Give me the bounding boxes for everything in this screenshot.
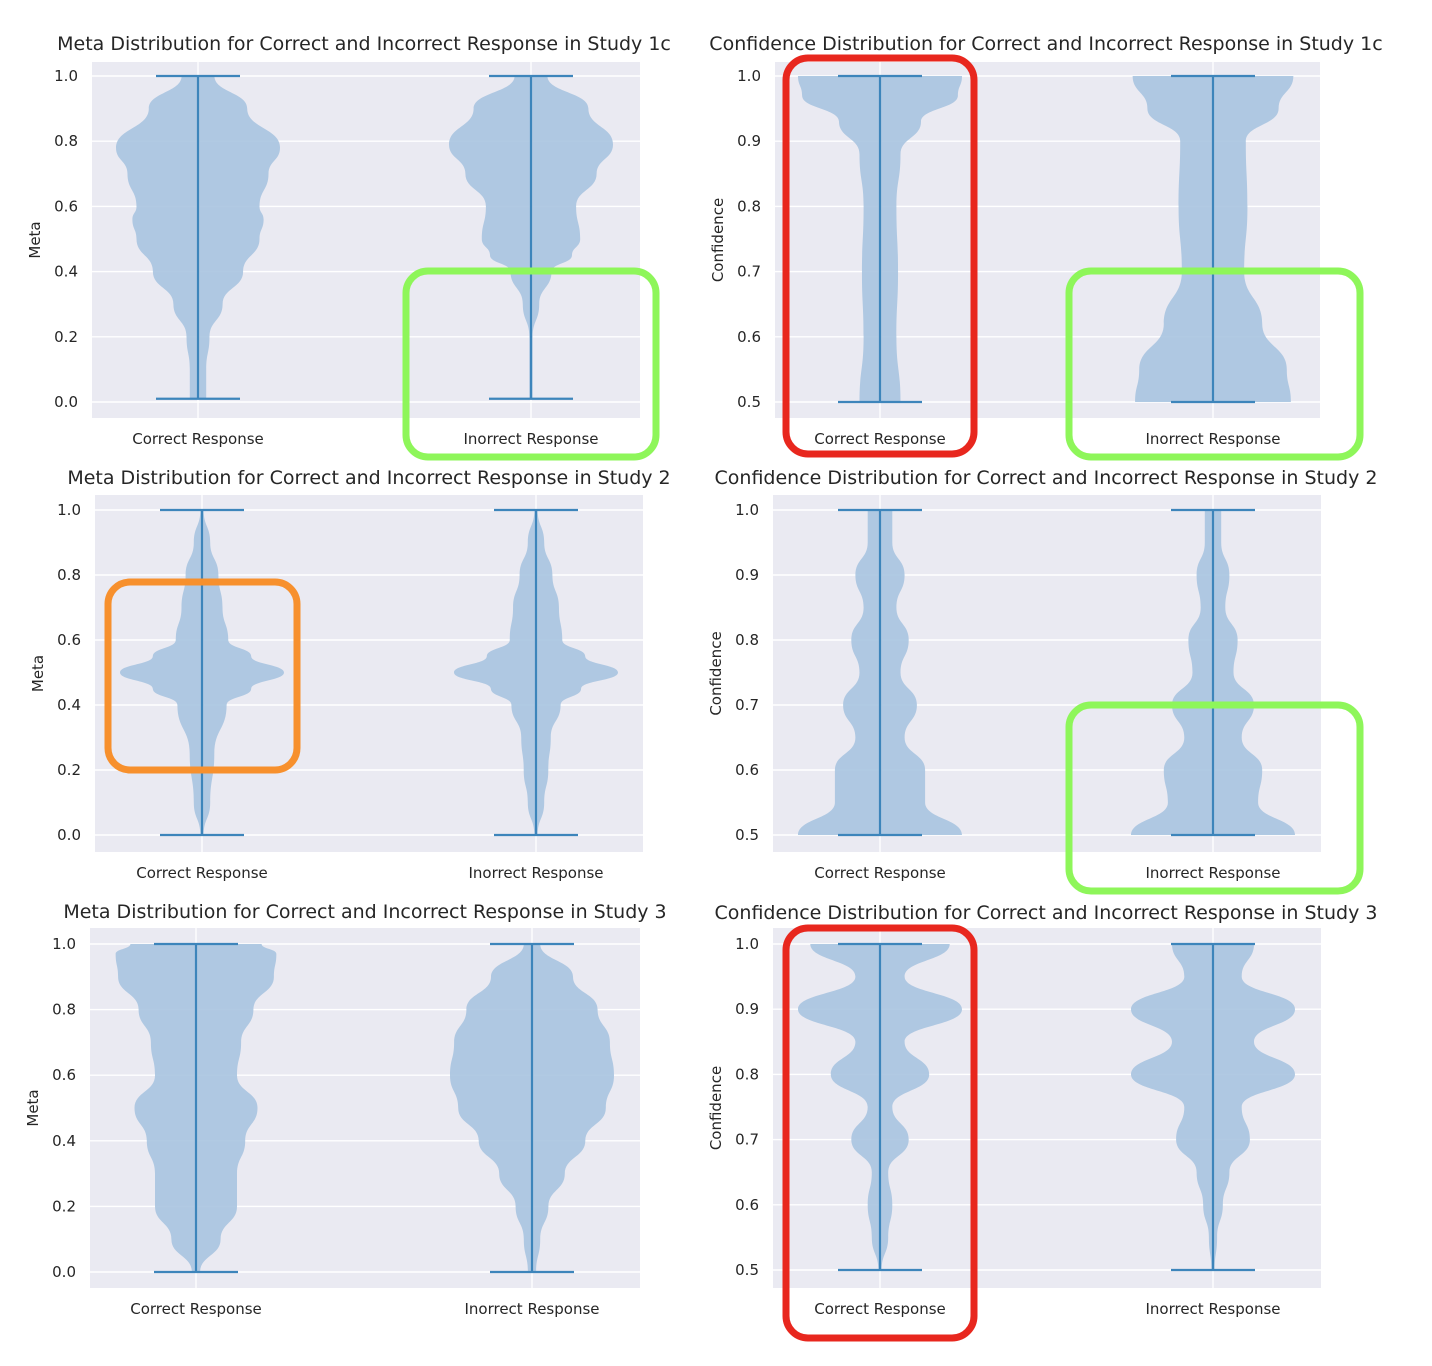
y-tick-label: 0.8 <box>735 631 759 649</box>
red-highlight-box <box>782 54 978 458</box>
y-axis-label: Confidence <box>709 198 727 282</box>
x-tick-label: Inorrect Response <box>1145 430 1280 448</box>
chart-title: Confidence Distribution for Correct and … <box>715 467 1378 489</box>
y-tick-label: 0.8 <box>735 1065 759 1083</box>
y-tick-label: 0.4 <box>57 696 81 714</box>
y-tick-label: 1.0 <box>57 501 81 519</box>
y-tick-label: 0.0 <box>52 1263 76 1281</box>
y-tick-label: 0.9 <box>735 566 759 584</box>
y-axis-label: Meta <box>24 1089 42 1126</box>
panel-2: 0.5 0.6 0.7 0.8 0.9 1.0 Correct Response Inorre… <box>709 33 1383 448</box>
y-tick-label: 0.6 <box>57 631 81 649</box>
panel-6: 0.5 0.6 0.7 0.8 0.9 1.0 Correct Response Inorre… <box>707 902 1377 1318</box>
x-tick-label: Inorrect Response <box>1145 1300 1280 1318</box>
y-tick-label: 0.8 <box>57 566 81 584</box>
y-tick-label: 0.5 <box>737 393 761 411</box>
y-tick-label: 1.0 <box>54 67 78 85</box>
y-tick-label: 0.6 <box>737 328 761 346</box>
y-axis-label: Meta <box>29 655 47 692</box>
chart-title: Confidence Distribution for Correct and … <box>715 902 1378 924</box>
orange-highlight-box <box>104 578 301 774</box>
x-tick-label: Correct Response <box>814 430 946 448</box>
x-tick-label: Inorrect Response <box>463 430 598 448</box>
panel-5: 0.0 0.2 0.4 0.6 0.8 1.0 Correct Response Inorre… <box>24 901 667 1318</box>
x-tick-label: Correct Response <box>136 864 268 882</box>
y-tick-label: 0.0 <box>54 393 78 411</box>
green-highlight-box <box>402 267 660 461</box>
x-tick-label: Correct Response <box>132 430 264 448</box>
red-highlight-box <box>782 924 978 1342</box>
y-tick-label: 1.0 <box>735 501 759 519</box>
y-tick-label: 0.6 <box>54 197 78 215</box>
green-highlight-box <box>1065 267 1364 461</box>
y-tick-label: 0.4 <box>54 263 78 281</box>
y-tick-label: 0.9 <box>735 1000 759 1018</box>
chart-title: Confidence Distribution for Correct and … <box>709 33 1382 55</box>
y-tick-label: 0.5 <box>735 1261 759 1279</box>
y-tick-label: 0.7 <box>737 263 761 281</box>
green-highlight-box <box>1065 701 1364 895</box>
y-axis-label: Confidence <box>707 631 725 715</box>
y-tick-label: 0.8 <box>52 1001 76 1019</box>
y-tick-label: 0.8 <box>54 132 78 150</box>
y-tick-label: 0.2 <box>57 761 81 779</box>
y-tick-label: 0.2 <box>52 1197 76 1215</box>
panel-3: 0.0 0.2 0.4 0.6 0.8 1.0 Correct Response Inorre… <box>29 467 671 882</box>
x-tick-label: Inorrect Response <box>1145 864 1280 882</box>
chart-title: Meta Distribution for Correct and Incorr… <box>67 467 670 489</box>
chart-title: Meta Distribution for Correct and Incorr… <box>57 33 671 55</box>
y-tick-label: 1.0 <box>737 67 761 85</box>
x-tick-label: Correct Response <box>130 1300 262 1318</box>
y-tick-label: 0.2 <box>54 328 78 346</box>
y-tick-label: 0.9 <box>737 132 761 150</box>
x-tick-label: Correct Response <box>814 1300 946 1318</box>
y-tick-label: 0.6 <box>735 1196 759 1214</box>
y-tick-label: 0.7 <box>735 696 759 714</box>
y-axis-label: Meta <box>26 221 44 258</box>
y-tick-label: 1.0 <box>735 935 759 953</box>
y-tick-label: 0.5 <box>735 826 759 844</box>
y-tick-label: 0.6 <box>52 1066 76 1084</box>
chart-title: Meta Distribution for Correct and Incorr… <box>63 901 666 923</box>
y-tick-label: 0.0 <box>57 826 81 844</box>
x-tick-label: Correct Response <box>814 864 946 882</box>
y-tick-label: 0.4 <box>52 1132 76 1150</box>
x-tick-label: Inorrect Response <box>464 1300 599 1318</box>
panel-1: 0.0 0.2 0.4 0.6 0.8 1.0 Correct Response Inorre… <box>26 33 671 448</box>
y-tick-label: 1.0 <box>52 935 76 953</box>
y-axis-label: Confidence <box>707 1066 725 1150</box>
y-tick-label: 0.8 <box>737 197 761 215</box>
panel-4: 0.5 0.6 0.7 0.8 0.9 1.0 Correct Response Inorre… <box>707 467 1377 882</box>
y-tick-label: 0.6 <box>735 761 759 779</box>
y-tick-label: 0.7 <box>735 1131 759 1149</box>
x-tick-label: Inorrect Response <box>468 864 603 882</box>
